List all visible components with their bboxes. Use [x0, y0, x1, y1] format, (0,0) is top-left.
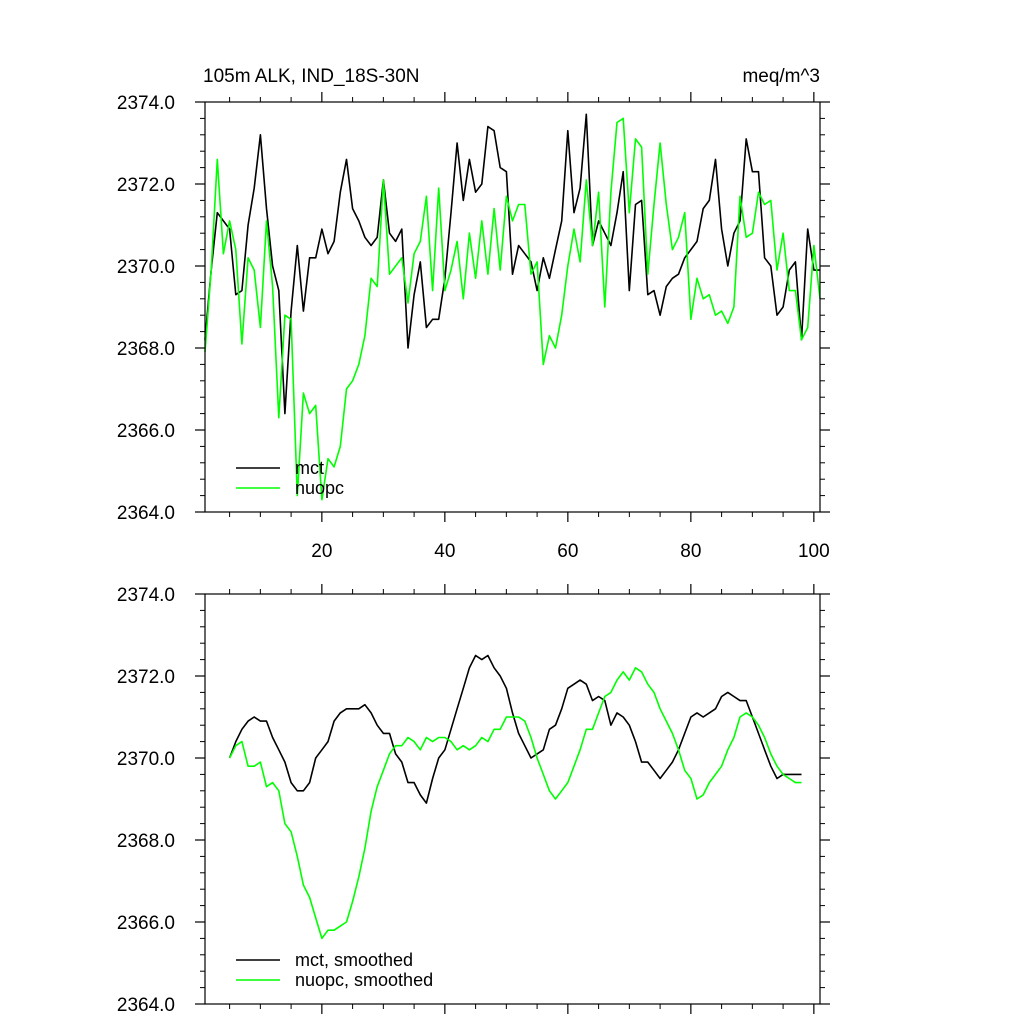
x-tick-label: 100 [798, 541, 830, 562]
series-line-nuopc-smoothed [228, 666, 802, 940]
y-tick-label: 2372.0 [117, 175, 175, 196]
y-tick-label: 2364.0 [117, 995, 175, 1016]
x-tick-label: 60 [557, 541, 578, 562]
legend-label: mct [295, 458, 324, 478]
series-line-nuopc [204, 117, 821, 501]
plot-frame [204, 101, 821, 513]
chart-1: 2364.0 2366.0 2368.0 2370.0 2372.0 2374.0 20 40… [117, 66, 830, 562]
y-tick-label: 2364.0 [117, 503, 175, 524]
x-tick-label: 40 [434, 541, 455, 562]
y-tick-label: 2374.0 [117, 93, 175, 114]
y-tick-label: 2366.0 [117, 421, 175, 442]
y-tick-label: 2374.0 [117, 585, 175, 606]
legend-label: nuopc, smoothed [295, 970, 433, 990]
chart-units: meq/m^3 [742, 66, 820, 87]
y-tick-label: 2370.0 [117, 749, 175, 770]
y-tick-label: 2366.0 [117, 913, 175, 934]
plot-frame [204, 593, 821, 1005]
chart-2: 2364.0 2366.0 2368.0 2370.0 2372.0 2374.0 mct,… [117, 584, 830, 1016]
y-tick-label: 2372.0 [117, 667, 175, 688]
legend-label: mct, smoothed [295, 950, 413, 970]
legend-label: nuopc [295, 478, 344, 498]
y-tick-label: 2370.0 [117, 257, 175, 278]
series-line-mct-smoothed [228, 654, 802, 804]
x-tick-label: 20 [311, 541, 332, 562]
y-tick-label: 2368.0 [117, 831, 175, 852]
y-tick-label: 2368.0 [117, 339, 175, 360]
x-tick-label: 80 [680, 541, 701, 562]
series-line-mct [204, 113, 820, 415]
chart-title: 105m ALK, IND_18S-30N [203, 66, 420, 87]
